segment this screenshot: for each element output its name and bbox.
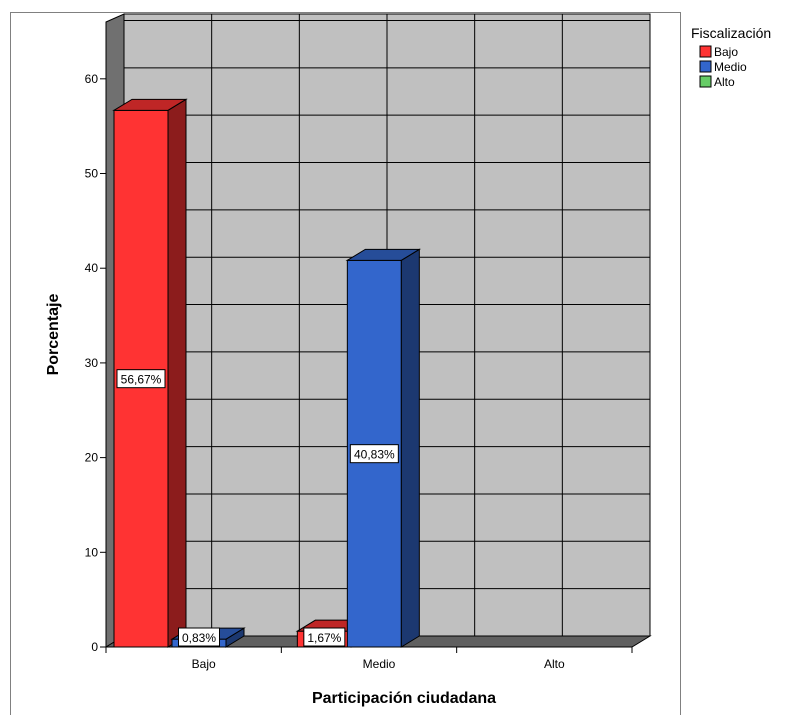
legend-label-bajo: Bajo [714,45,738,59]
x-tick-label: Alto [544,657,565,671]
data-label-box [303,627,346,647]
legend-swatch-medio [699,60,712,73]
data-label-box [178,627,220,647]
y-tick-label: 30 [85,356,99,370]
data-label: 40,83% [354,448,395,462]
bar-side [167,98,187,648]
data-label-box [349,444,399,464]
y-tick-label: 0 [91,640,98,654]
y-tick-label: 10 [85,545,99,559]
y-tick-label: 50 [85,167,99,181]
bar-side [400,248,420,648]
legend-title: Fiscalización [691,25,771,41]
legend-swatch-alto [699,75,712,88]
legend-label-alto: Alto [714,75,735,89]
bar-top [112,98,188,111]
chart-border [10,12,681,720]
x-tick-label: Medio [363,657,396,671]
data-label: 0,83% [182,631,216,645]
legend-swatch-bajo [699,45,712,58]
y-tick-label: 40 [85,261,99,275]
data-label-box [116,369,166,389]
x-axis-title: Participación ciudadana [312,690,496,707]
y-axis-title: Porcentaje [45,293,62,375]
x-tick-label: Bajo [192,657,216,671]
y-tick-label: 20 [85,451,99,465]
legend-label-medio: Medio [714,60,747,74]
data-label: 1,67% [307,631,341,645]
data-label: 56,67% [121,373,162,387]
bar-top [345,248,422,261]
y-tick-label: 60 [85,72,99,86]
